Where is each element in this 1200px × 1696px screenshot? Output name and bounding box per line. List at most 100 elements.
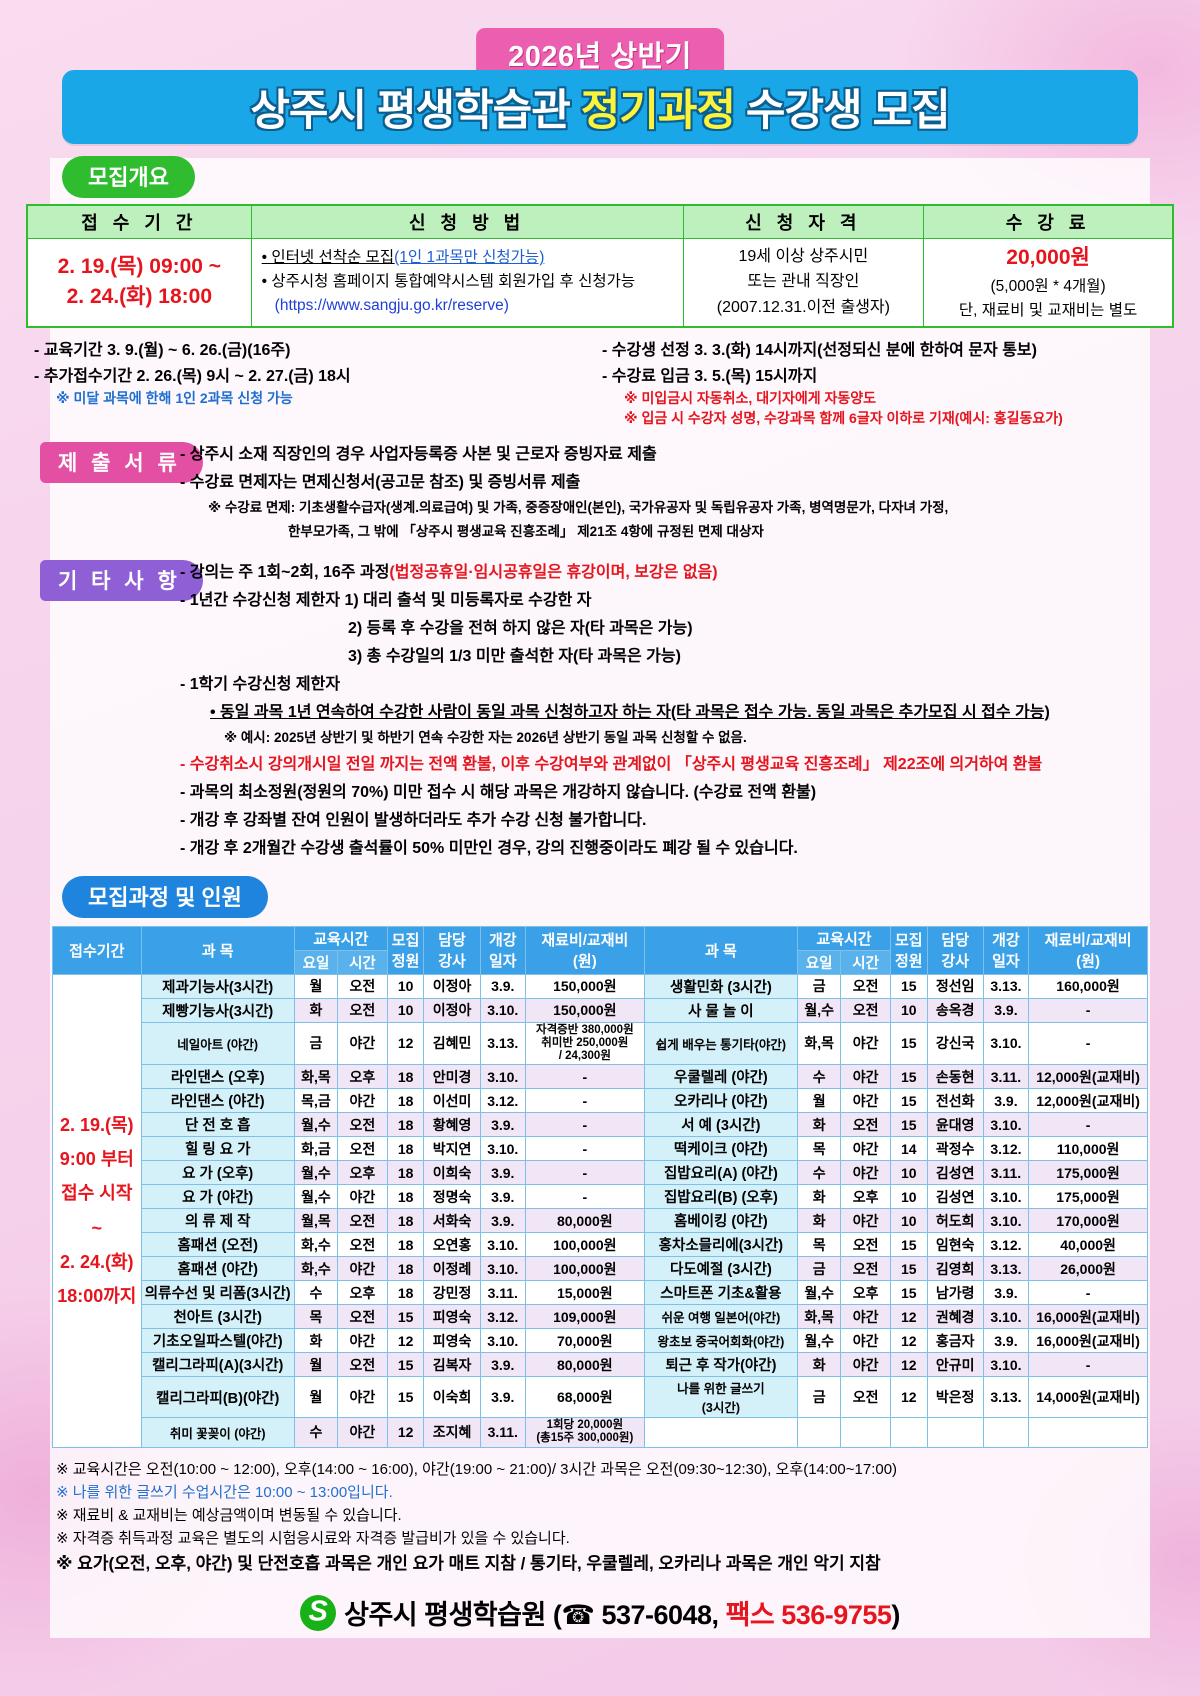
course-capacity-right: 12 — [889, 1328, 928, 1354]
course-day-right: 화 — [797, 1112, 842, 1138]
subject-hours: (3시간) — [217, 1310, 262, 1327]
other-line-4: 3) 총 수강일의 1/3 미만 출석한 자(타 과목은 가능) — [348, 647, 681, 665]
course-open-right: 3.12. — [982, 1232, 1030, 1258]
course-subject-right: 서 예 (3시간) — [643, 1112, 799, 1138]
course-capacity-left: 18 — [386, 1208, 425, 1234]
course-capacity-left: 15 — [386, 1376, 425, 1419]
course-day-right: 목 — [797, 1136, 842, 1162]
empty-cell-right — [889, 1417, 928, 1448]
course-subject-left: 라인댄스 (야간) — [140, 1088, 295, 1114]
course-capacity-right: 15 — [889, 1112, 928, 1138]
other-line-5: - 1학기 수강신청 제한자 — [180, 675, 341, 693]
subject-hours: (3시간) — [228, 979, 274, 996]
subject-name: 네일아트 (야간) — [177, 1037, 259, 1052]
footer-note-4: ※ 자격증 취득과정 교육은 별도의 시험응시료와 자격증 발급비가 있을 수 … — [56, 1530, 570, 1548]
course-day-right: 월 — [797, 1088, 842, 1114]
course-fee-left: 150,000원 — [524, 997, 645, 1023]
course-subject-right: 쉬운 여행 일본어(야간) — [643, 1304, 799, 1330]
subject-name: 나를 위한 글쓰기 — [677, 1382, 765, 1397]
course-capacity-left: 10 — [386, 997, 425, 1023]
table-row: 의 류 제 작 월,목 오전 18 서화숙 3.9. 80,000원 홈베이킹 (야간) 화 야간… — [53, 1208, 1148, 1234]
course-open-right: 3.10. — [982, 1352, 1030, 1378]
course-fee-right: 16,000원(교재비) — [1028, 1304, 1148, 1330]
table-row: 요 가 (오후) 월,수 오후 18 이희숙 3.9. - 집밥요리(A) (야간) 수 야간 10… — [53, 1160, 1148, 1186]
course-open-left: 3.10. — [479, 1064, 526, 1090]
course-teacher-right: 임현숙 — [926, 1232, 984, 1258]
subject-name: 의류수선 및 리폼 — [144, 1286, 247, 1303]
course-open-left: 3.13. — [479, 1021, 526, 1066]
course-open-left: 3.11. — [479, 1280, 526, 1306]
col-edu-time-right: 교육시간 — [797, 925, 891, 951]
course-fee-left: 150,000원 — [524, 973, 645, 999]
subject-name: 캘리그라피(A) — [152, 1358, 239, 1375]
other-line-3: 2) 등록 후 수강을 전혀 하지 않은 자(타 과목은 가능) — [348, 619, 693, 637]
other-block: 기 타 사 항 - 강의는 주 1회~2회, 16주 과정(법정공휴일·임시공휴… — [40, 558, 1200, 862]
course-capacity-right: 10 — [889, 1184, 928, 1210]
other-line-6: • 동일 과목 1년 연속하여 수강한 사람이 동일 과목 신청하고자 하는 자… — [210, 703, 1050, 721]
course-subject-left: 천아트 (3시간) — [140, 1304, 295, 1330]
course-day-left: 화,수 — [293, 1232, 339, 1258]
subject-name: 라인댄스 (야간) — [170, 1094, 265, 1111]
footer-note-1: ※ 교육시간은 오전(10:00 ~ 12:00), 오후(14:00 ~ 16… — [56, 1460, 898, 1478]
op-l2-left: 일자 — [488, 953, 517, 971]
course-time-right: 야간 — [840, 1304, 891, 1330]
other-line-11: - 개강 후 2개월간 수강생 출석률이 50% 미만인 경우, 강의 진행중이… — [180, 839, 798, 857]
col-fee-right: 재료비/교재비 (원) — [1028, 925, 1148, 975]
table-row: 힐 링 요 가 화,금 오전 18 박지연 3.10. - 떡케이크 (야간) 목 야간 14 곽정수… — [53, 1136, 1148, 1162]
course-time-right: 야간 — [840, 1064, 891, 1090]
empty-cell-right — [926, 1417, 984, 1448]
course-time-left: 야간 — [337, 1088, 388, 1114]
course-day-right: 화,목 — [797, 1021, 842, 1066]
col-time-right: 시간 — [840, 949, 891, 975]
course-teacher-left: 이숙희 — [423, 1376, 481, 1419]
course-capacity-right: 12 — [889, 1352, 928, 1378]
course-teacher-left: 황혜영 — [423, 1112, 481, 1138]
poster-page: 2026년 상반기 상주시 평생학습관 정기과정 수강생 모집 모집개요 접 수… — [0, 0, 1200, 1632]
subject-name: 홈패션 (야간) — [177, 1262, 258, 1279]
course-subject-left: 기초오일파스텔(야간) — [140, 1328, 295, 1354]
table-row: 의류수선 및 리폼(3시간) 수 오후 18 강민정 3.11. 15,000원 스마트폰 기… — [53, 1280, 1148, 1306]
course-day-left: 월,수 — [293, 1112, 339, 1138]
course-subject-right: 나를 위한 글쓰기 (3시간) — [643, 1376, 799, 1419]
course-subject-right: 홈베이킹 (야간) — [643, 1208, 799, 1234]
subject-name: 홈베이킹 (야간) — [674, 1214, 768, 1231]
course-open-right: 3.9. — [982, 1328, 1030, 1354]
course-time-left: 야간 — [337, 1328, 388, 1354]
course-day-right: 월,수 — [797, 997, 842, 1023]
course-teacher-left: 김혜민 — [423, 1021, 481, 1066]
course-capacity-left: 18 — [386, 1160, 425, 1186]
course-day-right: 수 — [797, 1160, 842, 1186]
course-teacher-left: 피영숙 — [423, 1304, 481, 1330]
course-time-left: 오후 — [337, 1064, 388, 1090]
other-body: - 강의는 주 1회~2회, 16주 과정(법정공휴일·임시공휴일은 휴강이며,… — [172, 558, 1200, 862]
course-table-body: 2. 19.(목) 9:00 부터 접수 시작 ~2. 24.(화) 18:00까지 제과… — [52, 973, 1148, 1448]
course-teacher-left: 이선미 — [423, 1088, 481, 1114]
col-subject-left: 과 목 — [140, 925, 295, 975]
apply-url[interactable]: (https://www.sangju.go.kr/reserve) — [274, 297, 509, 315]
course-fee-left: - — [524, 1160, 645, 1186]
note-payment-sub-2: ※ 입금 시 수강자 성명, 수강과목 함께 6글자 이하로 기재(예시: 홍길… — [624, 409, 1063, 426]
col-capacity-left: 모집 정원 — [386, 925, 425, 975]
table-row: 제빵기능사(3시간) 화 오전 10 이정아 3.10. 150,000원 사 물 놀 이 월,… — [53, 997, 1148, 1023]
course-open-right: 3.9. — [982, 1088, 1030, 1114]
title-prefix: 상주시 평생학습관 — [250, 87, 581, 135]
course-open-left: 3.9. — [479, 973, 526, 999]
subject-name: 홍차소믈리에 — [658, 1238, 739, 1255]
course-capacity-right: 10 — [889, 1208, 928, 1234]
course-day-left: 금 — [293, 1021, 339, 1066]
course-teacher-left: 박지연 — [423, 1136, 481, 1162]
course-time-left: 오전 — [337, 997, 388, 1023]
subject-name: 우쿨렐레 (야간) — [674, 1070, 768, 1087]
course-subject-left: 취미 꽃꽂이 (야간) — [140, 1417, 295, 1448]
subject-name: 기초오일파스텔(야간) — [152, 1334, 283, 1351]
org-close: ) — [891, 1600, 900, 1631]
course-capacity-right: 10 — [889, 1160, 928, 1186]
receipt-period-line: 18:00까지 — [57, 1286, 137, 1306]
course-open-left: 3.10. — [479, 1328, 526, 1354]
other-line-8: - 수강취소시 강의개시일 전일 까지는 전액 환불, 이후 수강여부와 관계없… — [180, 755, 1043, 773]
apply-bullet-2: • 상주시청 홈페이지 통합예약시스템 회원가입 후 신청가능 — [261, 273, 636, 291]
note-edu-period: - 교육기간 3. 9.(월) ~ 6. 26.(금)(16주) — [34, 341, 291, 359]
table-row: 천아트 (3시간) 목 오전 15 피영숙 3.12. 109,000원 쉬운 여행 일본어(… — [53, 1304, 1148, 1330]
course-teacher-right: 손동현 — [926, 1064, 984, 1090]
course-time-left: 오후 — [337, 1160, 388, 1186]
